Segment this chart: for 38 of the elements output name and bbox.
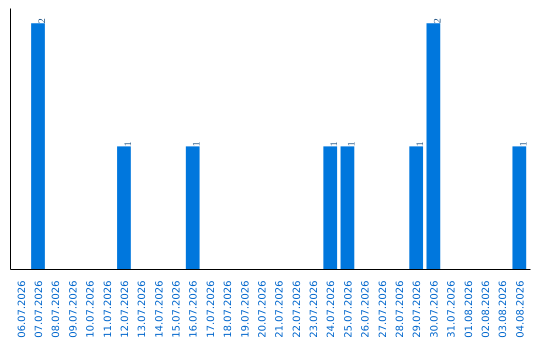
x-tick-label: 14.07.2026 <box>154 280 166 338</box>
x-tick-label: 08.07.2026 <box>51 280 62 338</box>
x-tick-label: 30.07.2026 <box>429 280 440 338</box>
x-tick-label: 09.07.2026 <box>68 280 80 338</box>
x-tick-label: 26.07.2026 <box>360 280 372 338</box>
x-tick-label: 18.07.2026 <box>223 280 234 338</box>
data-label: 1 <box>346 141 358 146</box>
x-tick-label: 07.07.2026 <box>34 280 46 338</box>
x-tick-label: 01.08.2026 <box>464 280 475 338</box>
x-tick-label: 28.07.2026 <box>394 280 406 338</box>
x-tick-label: 06.07.2026 <box>16 280 28 338</box>
x-tick-label: 13.07.2026 <box>137 280 148 338</box>
x-tick-label: 10.07.2026 <box>86 280 97 338</box>
data-label: 2 <box>36 18 48 24</box>
x-tick-label: 04.08.2026 <box>515 280 526 338</box>
data-label: 1 <box>518 141 530 146</box>
data-label: 1 <box>329 141 340 146</box>
data-label: 1 <box>415 141 426 146</box>
data-label: 2 <box>432 18 444 24</box>
x-tick-label: 21.07.2026 <box>274 280 286 338</box>
x-tick-label: 15.07.2026 <box>172 280 183 338</box>
x-tick-label: 24.07.2026 <box>326 280 338 338</box>
x-tick-label: 31.07.2026 <box>446 280 458 338</box>
x-tick-label: 02.08.2026 <box>480 280 492 338</box>
x-tick-label: 20.07.2026 <box>257 280 268 338</box>
x-tick-label: 19.07.2026 <box>240 280 252 338</box>
x-tick-label: 27.07.2026 <box>378 280 389 338</box>
x-tick-label: 16.07.2026 <box>188 280 200 338</box>
x-tick-label: 25.07.2026 <box>343 280 354 338</box>
data-label: 1 <box>122 141 134 146</box>
x-tick-label: 17.07.2026 <box>206 280 217 338</box>
x-tick-label: 11.07.2026 <box>102 280 114 338</box>
x-tick-label: 03.08.2026 <box>498 280 510 338</box>
x-tick-label: 23.07.2026 <box>309 280 320 338</box>
x-tick-label: 29.07.2026 <box>412 280 424 338</box>
x-tick-label: 12.07.2026 <box>120 280 131 338</box>
data-label: 1 <box>192 141 203 146</box>
x-tick-label: 22.07.2026 <box>292 280 303 338</box>
